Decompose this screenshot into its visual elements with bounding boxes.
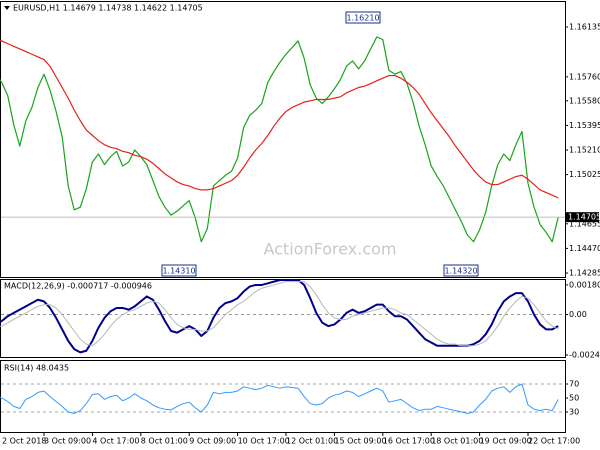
x-tick-label: 15 Oct 09:00 bbox=[334, 437, 386, 446]
x-tick-label: 12 Oct 01:00 bbox=[286, 437, 338, 446]
y-tick-label: 30 bbox=[569, 408, 579, 417]
y-tick-label: 1.15210 bbox=[569, 146, 600, 155]
last-price-label: 1.14705 bbox=[568, 213, 600, 222]
y-tick-label: 1.14285 bbox=[569, 269, 600, 278]
x-tick-label: 3 Oct 09:00 bbox=[44, 437, 91, 446]
y-tick-label: 0.00 bbox=[569, 310, 587, 319]
x-tick-label: 18 Oct 01:00 bbox=[431, 437, 483, 446]
watermark: ActionForex.com bbox=[263, 240, 396, 259]
x-tick-label: 22 Oct 17:00 bbox=[528, 437, 580, 446]
y-tick-label: 1.15760 bbox=[569, 72, 600, 81]
y-tick-label: 50 bbox=[569, 394, 579, 403]
main-panel-frame bbox=[0, 1, 566, 278]
y-tick-label: 70 bbox=[569, 380, 579, 389]
price-annotation-box bbox=[443, 264, 479, 277]
last-price-box bbox=[565, 212, 599, 223]
y-tick-label: 1.15580 bbox=[569, 96, 600, 105]
y-tick-label: 0.001801 bbox=[569, 280, 600, 289]
x-tick-label: 4 Oct 17:00 bbox=[92, 437, 139, 446]
x-tick-label: 2 Oct 2018 bbox=[2, 437, 46, 446]
price-annotation: 1.14310 bbox=[162, 267, 195, 276]
x-tick-label: 8 Oct 01:00 bbox=[141, 437, 188, 446]
series-line bbox=[0, 383, 559, 414]
x-tick-label: 10 Oct 17:00 bbox=[238, 437, 290, 446]
y-tick-label: -0.002458 bbox=[569, 350, 600, 359]
x-tick-label: 19 Oct 09:00 bbox=[480, 437, 532, 446]
x-tick-label: 9 Oct 09:00 bbox=[189, 437, 236, 446]
price-annotation-box bbox=[161, 264, 197, 277]
rsi-title: RSI(14) 48.0435 bbox=[4, 364, 69, 373]
symbol-icon bbox=[4, 6, 10, 10]
price-annotation: 1.16210 bbox=[346, 14, 379, 23]
y-tick-label: 1.14470 bbox=[569, 244, 600, 253]
rsi-panel-frame bbox=[0, 360, 566, 433]
y-tick-label: 1.15025 bbox=[569, 170, 600, 179]
y-tick-label: 1.14655 bbox=[569, 219, 600, 228]
x-tick-label: 16 Oct 17:00 bbox=[383, 437, 435, 446]
y-tick-label: 1.15395 bbox=[569, 121, 600, 130]
main-title: EURUSD,H1 1.14679 1.14738 1.14622 1.1470… bbox=[13, 4, 203, 13]
macd-title: MACD(12,26,9) -0.000717 -0.000946 bbox=[4, 282, 152, 291]
price-annotation: 1.14320 bbox=[444, 267, 477, 276]
price-annotation-box bbox=[345, 11, 381, 24]
series-line bbox=[0, 36, 559, 243]
series-line bbox=[0, 39, 559, 199]
y-tick-label: 1.16135 bbox=[569, 23, 600, 32]
series-line bbox=[0, 281, 559, 347]
